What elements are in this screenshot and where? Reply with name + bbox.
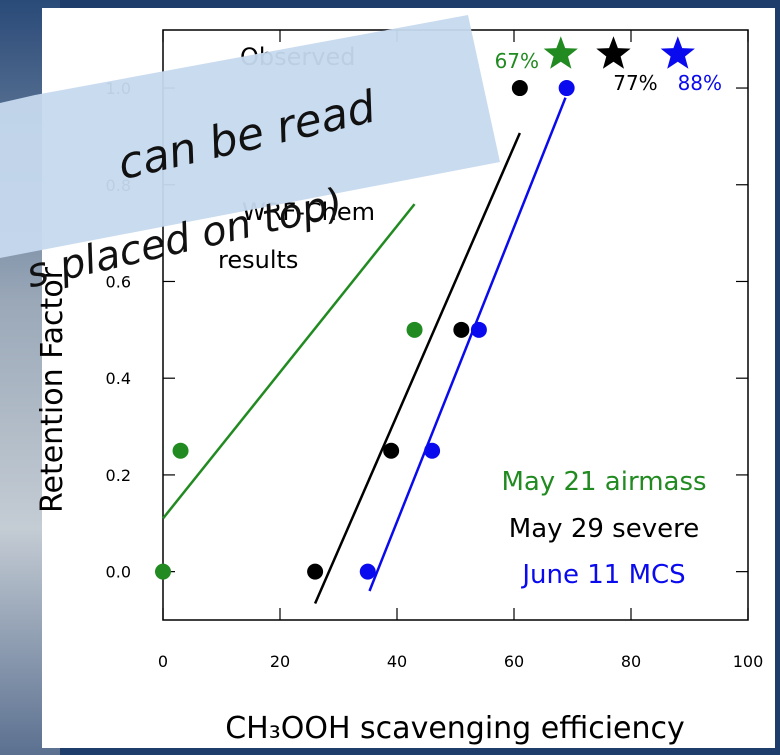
x-tick-label: 80: [621, 652, 641, 671]
x-tick-label: 20: [270, 652, 290, 671]
slide: 0204060801000.00.20.40.60.81.0Retention …: [0, 0, 780, 755]
data-point: [173, 443, 189, 459]
y-tick-label: 0.2: [106, 466, 131, 485]
y-tick-label: 0.0: [106, 563, 131, 582]
x-tick-label: 0: [158, 652, 168, 671]
y-tick-label: 0.4: [106, 369, 131, 388]
data-point: [424, 443, 440, 459]
star-label: 77%: [613, 71, 657, 95]
x-tick-label: 40: [387, 652, 407, 671]
x-tick-label: 60: [504, 652, 524, 671]
star-label: 67%: [495, 49, 539, 73]
data-point: [407, 322, 423, 338]
data-point: [155, 564, 171, 580]
data-point: [453, 322, 469, 338]
data-point: [512, 80, 528, 96]
data-point: [307, 564, 323, 580]
data-point: [383, 443, 399, 459]
legend-entry: May 29 severe: [509, 514, 699, 544]
x-axis-label: CH₃OOH scavenging efficiency: [225, 711, 685, 746]
data-point: [471, 322, 487, 338]
y-axis-label: Retention Factor: [35, 266, 70, 513]
x-tick-label: 100: [733, 652, 764, 671]
star-label: 88%: [678, 71, 722, 95]
data-point: [360, 564, 376, 580]
legend-entry: May 21 airmass: [501, 467, 706, 497]
legend-entry: June 11 MCS: [520, 560, 685, 590]
data-point: [559, 80, 575, 96]
